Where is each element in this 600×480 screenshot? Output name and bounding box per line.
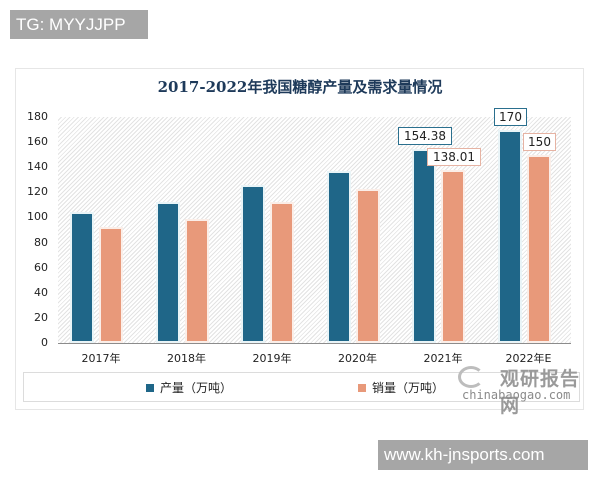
bar-sales — [526, 154, 551, 343]
bar-sales — [441, 169, 465, 343]
legend-label-production: 产量（万吨） — [160, 381, 233, 395]
x-tick-label: 2022年E — [505, 352, 552, 365]
legend: 产量（万吨） 销量（万吨） — [23, 372, 580, 402]
y-tick-label: 40 — [34, 285, 48, 299]
bar-production — [241, 184, 265, 343]
bar-production — [155, 202, 180, 343]
data-label: 150 — [523, 132, 556, 151]
bar-sales — [355, 188, 380, 343]
x-tick-label: 2018年 — [167, 352, 206, 365]
brand-logo-icon — [458, 366, 484, 388]
brand-name-cn: 观研报告网 — [500, 368, 581, 417]
brand-watermark: 观研报告网 chinabaogao.com — [456, 364, 582, 417]
y-tick-label: 0 — [41, 336, 48, 349]
bar-production — [497, 129, 522, 343]
y-tick-label: 160 — [27, 135, 48, 149]
x-axis-line — [58, 343, 571, 344]
y-tick-label: 180 — [27, 110, 48, 123]
legend-item-production: 产量（万吨） — [146, 379, 232, 396]
y-tick-label: 60 — [34, 260, 48, 274]
watermark-tag-top: TG: MYYJJPP — [10, 10, 148, 39]
data-label: 138.01 — [427, 147, 481, 166]
x-tick-label: 2017年 — [81, 352, 121, 365]
bar-sales — [270, 202, 294, 343]
y-tick-label: 120 — [27, 185, 48, 199]
data-label: 154.38 — [398, 127, 452, 146]
bar-production — [412, 149, 436, 343]
plot-area — [58, 117, 571, 343]
legend-label-sales: 销量（万吨） — [372, 381, 445, 395]
y-tick-label: 20 — [34, 310, 48, 324]
y-tick-label: 100 — [27, 210, 48, 224]
y-tick-label: 140 — [27, 160, 48, 174]
watermark-tag-bottom: www.kh-jnsports.com — [378, 440, 588, 470]
x-tick-label: 2019年 — [252, 352, 292, 365]
legend-swatch-production — [146, 383, 154, 392]
bar-production — [70, 212, 94, 343]
bar-sales — [99, 227, 123, 343]
data-label: 170 — [494, 107, 527, 126]
brand-name-en: chinabaogao.com — [462, 388, 571, 402]
x-tick-label: 2020年 — [338, 352, 377, 365]
bar-sales — [184, 218, 209, 343]
y-tick-label: 80 — [34, 235, 48, 249]
chart-title: 2017-2022年我国糖醇产量及需求量情况 — [157, 78, 443, 96]
legend-swatch-sales — [358, 383, 366, 392]
legend-item-sales: 销量（万吨） — [358, 379, 444, 396]
bar-production — [326, 170, 351, 343]
x-tick-label: 2021年 — [423, 352, 463, 365]
